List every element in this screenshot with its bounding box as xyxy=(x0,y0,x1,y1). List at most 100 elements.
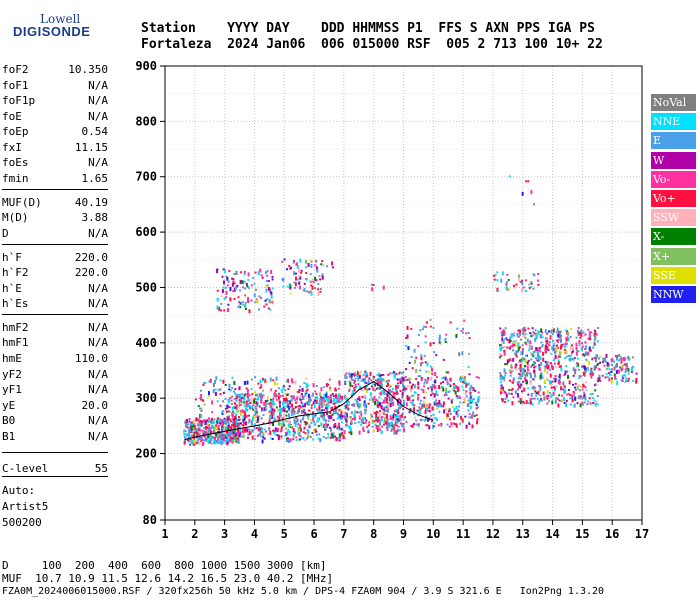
echo-point xyxy=(306,388,309,391)
echo-point xyxy=(550,364,553,369)
echo-point xyxy=(381,401,384,404)
echo-point xyxy=(353,416,356,421)
echo-point xyxy=(354,398,357,401)
echo-point xyxy=(345,372,348,375)
echo-point xyxy=(231,413,234,418)
echo-point xyxy=(362,422,365,425)
echo-point xyxy=(282,402,285,405)
echo-point xyxy=(233,287,236,292)
echo-point xyxy=(503,368,506,373)
echo-point xyxy=(376,425,379,428)
echo-point xyxy=(524,279,527,282)
echo-point xyxy=(207,437,210,440)
echo-point xyxy=(582,331,585,334)
echo-point xyxy=(335,425,338,428)
echo-point xyxy=(269,405,272,408)
echo-point xyxy=(506,273,509,276)
echo-point xyxy=(613,373,616,376)
echo-point xyxy=(566,343,569,346)
echo-point xyxy=(597,327,600,330)
echo-point xyxy=(198,440,201,445)
echo-point xyxy=(458,352,461,357)
echo-point xyxy=(337,413,340,416)
echo-point xyxy=(285,414,288,417)
echo-point xyxy=(397,378,400,381)
echo-point xyxy=(425,321,428,324)
echo-point xyxy=(226,442,229,445)
echo-point xyxy=(267,402,270,405)
echo-point xyxy=(377,419,380,422)
echo-point xyxy=(596,364,599,367)
legend-item-vo-: Vo- xyxy=(651,170,696,188)
echo-point xyxy=(370,283,373,286)
echo-point xyxy=(347,403,350,406)
echo-point xyxy=(387,422,390,427)
echo-point xyxy=(242,415,245,418)
echo-point xyxy=(184,419,187,424)
legend-item-e: E xyxy=(651,132,696,150)
echo-point xyxy=(567,392,570,395)
echo-point xyxy=(546,402,549,405)
echo-point xyxy=(303,382,306,385)
echo-point xyxy=(520,279,523,282)
echo-point xyxy=(540,341,543,344)
echo-point xyxy=(217,388,220,391)
echo-point xyxy=(518,359,521,362)
echo-point xyxy=(289,284,292,289)
echo-point xyxy=(425,370,428,373)
echo-point xyxy=(205,438,208,441)
echo-point xyxy=(405,402,408,407)
echo-point xyxy=(538,384,541,387)
echo-point xyxy=(285,380,288,383)
echo-point xyxy=(211,421,214,424)
param-19: yF1 N/A xyxy=(2,382,108,397)
echo-point xyxy=(283,410,286,413)
echo-point xyxy=(216,417,219,420)
echo-point xyxy=(392,412,395,415)
echo-point xyxy=(287,429,290,434)
echo-point xyxy=(202,432,205,435)
echo-point xyxy=(532,287,535,290)
echo-point xyxy=(317,283,320,286)
echo-point xyxy=(263,401,266,406)
echo-point xyxy=(580,329,583,334)
param-value: 220.0 xyxy=(74,266,108,279)
echo-point xyxy=(232,434,235,439)
echo-point xyxy=(532,330,535,333)
param-key: M(D) xyxy=(2,211,29,224)
echo-point xyxy=(497,289,500,292)
param-key: foEs xyxy=(2,156,29,169)
echo-point xyxy=(571,398,574,403)
echo-point xyxy=(442,405,445,408)
echo-point xyxy=(524,336,527,339)
echo-point xyxy=(218,418,221,423)
echo-point xyxy=(335,436,338,441)
echo-point xyxy=(345,423,348,426)
echo-point xyxy=(467,402,470,407)
echo-point xyxy=(237,409,240,412)
echo-point xyxy=(300,269,303,272)
echo-point xyxy=(612,360,615,363)
param-key: fmin xyxy=(2,172,29,185)
echo-point xyxy=(279,395,282,398)
echo-point xyxy=(218,435,221,438)
echo-point xyxy=(584,370,587,373)
echo-point xyxy=(261,389,264,392)
echo-point xyxy=(230,438,233,443)
echo-point xyxy=(256,299,259,304)
param-value: 3.88 xyxy=(81,211,109,224)
echo-point xyxy=(317,419,320,422)
echo-point xyxy=(451,398,454,401)
echo-point xyxy=(581,365,584,368)
echo-point xyxy=(544,337,547,340)
echo-point xyxy=(417,393,420,396)
echo-point xyxy=(337,405,340,408)
echo-point xyxy=(510,389,513,392)
echo-point xyxy=(191,422,194,425)
echo-point xyxy=(435,405,438,408)
echo-point xyxy=(288,385,291,388)
echo-point xyxy=(239,395,242,400)
echo-point xyxy=(331,266,334,269)
echo-point xyxy=(419,375,422,378)
echo-point xyxy=(394,414,397,417)
